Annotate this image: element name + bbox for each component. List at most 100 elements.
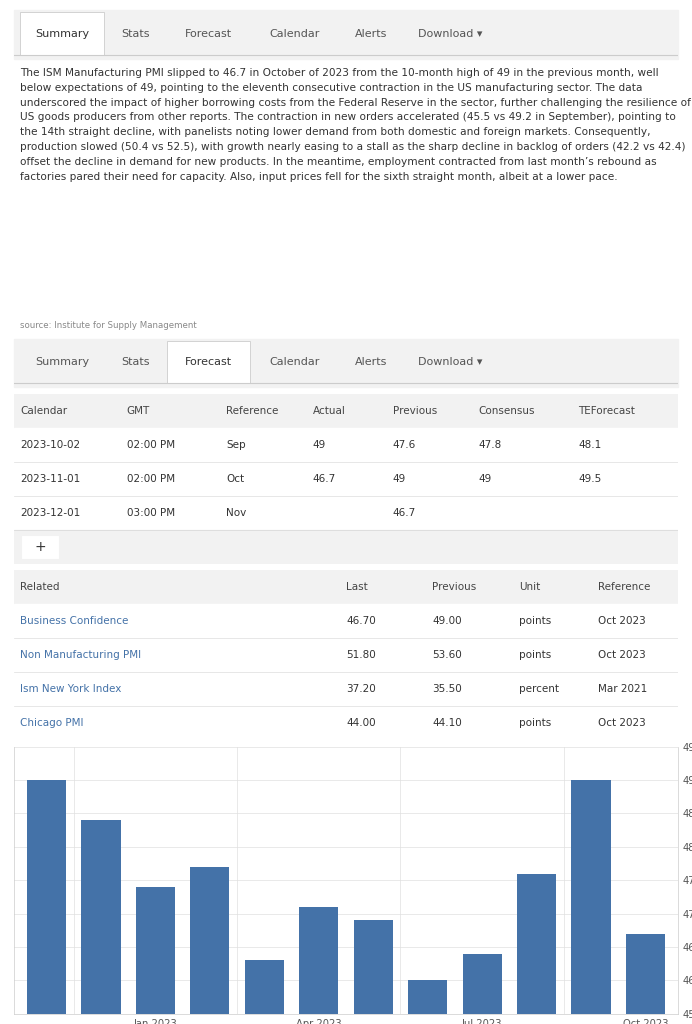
Text: 48.1: 48.1 <box>579 440 602 450</box>
Text: Forecast: Forecast <box>185 29 232 39</box>
Text: +: + <box>35 540 46 554</box>
Text: 02:00 PM: 02:00 PM <box>127 474 175 483</box>
Text: Download ▾: Download ▾ <box>419 357 483 368</box>
Text: Unit: Unit <box>519 583 540 592</box>
Bar <box>245 961 284 1024</box>
Text: 03:00 PM: 03:00 PM <box>127 508 175 518</box>
Bar <box>107 12 163 55</box>
Bar <box>82 820 120 1024</box>
Bar <box>572 780 610 1024</box>
Text: Sep: Sep <box>226 440 246 450</box>
Text: points: points <box>519 650 551 660</box>
Text: Calendar: Calendar <box>269 29 320 39</box>
Text: source: Institute for Supply Management: source: Institute for Supply Management <box>21 321 197 330</box>
Text: Stats: Stats <box>121 357 149 368</box>
Text: Previous: Previous <box>432 583 477 592</box>
Text: Nov: Nov <box>226 508 246 518</box>
Bar <box>22 536 58 558</box>
Text: Related: Related <box>21 583 60 592</box>
Bar <box>107 341 163 383</box>
Bar <box>21 12 104 55</box>
Text: 46.7: 46.7 <box>313 474 336 483</box>
Text: Calendar: Calendar <box>21 406 68 416</box>
Text: Alerts: Alerts <box>355 29 387 39</box>
Text: Alerts: Alerts <box>355 357 387 368</box>
Bar <box>14 428 678 462</box>
Text: Oct: Oct <box>226 474 244 483</box>
Bar <box>14 604 678 638</box>
Text: Summary: Summary <box>35 357 89 368</box>
Text: Stats: Stats <box>121 29 149 39</box>
Text: GMT: GMT <box>127 406 150 416</box>
Text: Non Manufacturing PMI: Non Manufacturing PMI <box>21 650 142 660</box>
Bar <box>14 394 678 428</box>
Text: Forecast: Forecast <box>185 357 232 368</box>
Text: Download ▾: Download ▾ <box>419 29 483 39</box>
Text: 46.7: 46.7 <box>392 508 416 518</box>
Bar <box>136 887 175 1024</box>
Bar <box>339 341 403 383</box>
Text: 46.70: 46.70 <box>346 616 376 627</box>
Bar <box>190 867 230 1024</box>
Bar <box>14 707 678 740</box>
Text: 47.8: 47.8 <box>479 440 502 450</box>
Text: The ISM Manufacturing PMI slipped to 46.7 in October of 2023 from the 10-month h: The ISM Manufacturing PMI slipped to 46.… <box>21 68 691 181</box>
Bar <box>406 12 495 55</box>
Bar <box>14 462 678 496</box>
Text: points: points <box>519 616 551 627</box>
Text: points: points <box>519 718 551 728</box>
Text: Previous: Previous <box>392 406 437 416</box>
Bar <box>14 672 678 707</box>
Text: Reference: Reference <box>226 406 279 416</box>
Bar <box>167 341 250 383</box>
Bar <box>354 921 393 1024</box>
Text: TEForecast: TEForecast <box>579 406 635 416</box>
Bar <box>408 980 447 1024</box>
Text: 49.5: 49.5 <box>579 474 602 483</box>
Bar <box>462 953 502 1024</box>
Text: Actual: Actual <box>313 406 346 416</box>
Bar <box>167 12 250 55</box>
Text: Oct 2023: Oct 2023 <box>599 616 646 627</box>
Bar <box>14 638 678 672</box>
Text: 49: 49 <box>313 440 326 450</box>
Text: percent: percent <box>519 684 558 694</box>
Text: 51.80: 51.80 <box>346 650 376 660</box>
Text: Consensus: Consensus <box>479 406 536 416</box>
Text: 49: 49 <box>392 474 406 483</box>
Bar <box>14 570 678 604</box>
Text: Business Confidence: Business Confidence <box>21 616 129 627</box>
Text: 2023-12-01: 2023-12-01 <box>21 508 81 518</box>
Bar <box>299 907 338 1024</box>
Text: Chicago PMI: Chicago PMI <box>21 718 84 728</box>
Bar <box>339 12 403 55</box>
Text: Oct 2023: Oct 2023 <box>599 650 646 660</box>
Bar <box>14 529 678 564</box>
Text: 53.60: 53.60 <box>432 650 462 660</box>
Bar <box>517 873 556 1024</box>
Bar <box>21 341 104 383</box>
Text: 44.00: 44.00 <box>346 718 376 728</box>
Text: 44.10: 44.10 <box>432 718 462 728</box>
Text: 2023-11-01: 2023-11-01 <box>21 474 81 483</box>
Text: 02:00 PM: 02:00 PM <box>127 440 175 450</box>
Bar <box>626 934 665 1024</box>
Text: 37.20: 37.20 <box>346 684 376 694</box>
Bar <box>253 12 336 55</box>
Text: Last: Last <box>346 583 367 592</box>
Text: Oct 2023: Oct 2023 <box>599 718 646 728</box>
Text: 35.50: 35.50 <box>432 684 462 694</box>
Bar <box>253 341 336 383</box>
Bar <box>14 496 678 529</box>
Bar <box>406 341 495 383</box>
Text: Summary: Summary <box>35 29 89 39</box>
Bar <box>27 780 66 1024</box>
Text: Ism New York Index: Ism New York Index <box>21 684 122 694</box>
Text: Reference: Reference <box>599 583 650 592</box>
Text: 2023-10-02: 2023-10-02 <box>21 440 80 450</box>
Text: 49: 49 <box>479 474 492 483</box>
Text: 47.6: 47.6 <box>392 440 416 450</box>
Text: 49.00: 49.00 <box>432 616 462 627</box>
Text: Mar 2021: Mar 2021 <box>599 684 648 694</box>
Text: Calendar: Calendar <box>269 357 320 368</box>
